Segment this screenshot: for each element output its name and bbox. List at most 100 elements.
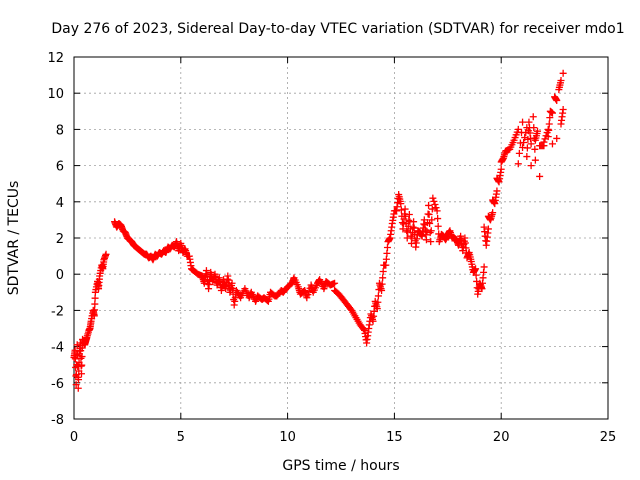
data-point (433, 207, 441, 215)
data-point (472, 271, 480, 279)
data-point (553, 134, 561, 142)
data-point (410, 224, 418, 232)
data-point (378, 286, 386, 294)
x-axis-label: GPS time / hours (282, 458, 399, 474)
data-point (484, 225, 492, 233)
data-point (431, 201, 439, 209)
data-point (489, 209, 497, 217)
y-tick-label: 10 (47, 87, 64, 102)
data-point (519, 118, 527, 126)
data-point (429, 194, 437, 202)
y-axis: -8 -6 -4 -2 0 2 4 6 8 10 12 (47, 51, 608, 428)
data-point (531, 145, 539, 153)
data-point (515, 149, 523, 157)
data-point (530, 124, 538, 132)
data-point (374, 292, 382, 300)
data-point (529, 113, 537, 121)
data-point (425, 210, 433, 218)
x-tick-label: 5 (177, 430, 185, 445)
data-point (545, 126, 553, 134)
data-point (514, 125, 522, 133)
y-tick-label: -4 (51, 341, 64, 356)
x-tick-label: 25 (600, 430, 617, 445)
x-tick-label: 15 (386, 430, 403, 445)
data-point (378, 280, 386, 288)
y-axis-label: SDTVAR / TECUs (6, 181, 22, 296)
data-point (559, 69, 567, 77)
chart-title: Day 276 of 2023, Sidereal Day-to-day VTE… (51, 21, 624, 37)
data-point (383, 249, 391, 257)
data-point (398, 219, 406, 227)
data-point (427, 227, 435, 235)
y-tick-label: 2 (56, 232, 64, 247)
data-point (304, 291, 312, 299)
y-tick-label: -6 (51, 377, 64, 392)
data-point (548, 109, 556, 117)
data-point (545, 120, 553, 128)
x-tick-label: 10 (279, 430, 296, 445)
x-tick-label: 20 (493, 430, 510, 445)
data-point (426, 220, 434, 228)
data-point (428, 205, 436, 213)
data-point (527, 162, 535, 170)
data-point (520, 139, 528, 147)
data-point (72, 381, 80, 389)
y-tick-label: 8 (56, 123, 64, 138)
data-point (536, 172, 544, 180)
data-point (397, 200, 405, 208)
data-point (379, 274, 387, 282)
data-point (472, 265, 480, 273)
data-point (422, 236, 430, 244)
data-point (75, 376, 83, 384)
data-point (410, 218, 418, 226)
data-point (91, 294, 99, 302)
data-point (90, 312, 98, 320)
data-point (401, 205, 409, 213)
data-point (383, 244, 391, 252)
data-point (403, 227, 411, 235)
y-tick-label: -2 (51, 304, 64, 319)
data-point (77, 370, 85, 378)
data-points (70, 69, 567, 392)
data-point (523, 153, 531, 161)
data-point (102, 250, 110, 258)
data-point (546, 114, 554, 122)
grid-lines (74, 57, 608, 419)
data-point (534, 127, 542, 135)
data-point (430, 197, 438, 205)
data-point (331, 279, 339, 287)
y-tick-label: -8 (51, 413, 64, 428)
y-tick-label: 6 (56, 160, 64, 175)
data-point (434, 215, 442, 223)
data-point (397, 206, 405, 214)
data-point (527, 140, 535, 148)
y-tick-label: 0 (56, 268, 64, 283)
data-point (544, 133, 552, 141)
data-point (374, 298, 382, 306)
data-point (405, 216, 413, 224)
data-point (480, 263, 488, 271)
data-point (402, 212, 410, 220)
data-point (91, 300, 99, 308)
data-point (405, 210, 413, 218)
data-point (553, 96, 561, 104)
data-point (493, 187, 501, 195)
data-point (559, 105, 567, 113)
data-point (373, 305, 381, 313)
data-point (432, 204, 440, 212)
data-point (523, 144, 531, 152)
data-point (427, 238, 435, 246)
data-point (78, 353, 86, 361)
data-point (263, 296, 271, 304)
y-tick-label: 4 (56, 196, 64, 211)
data-point (531, 156, 539, 164)
data-point (78, 361, 86, 369)
data-point (497, 165, 505, 173)
data-point (557, 77, 565, 85)
y-tick-label: 12 (47, 51, 64, 66)
data-point (425, 201, 433, 209)
data-point (379, 267, 387, 275)
data-point (548, 140, 556, 148)
data-point (91, 306, 99, 314)
